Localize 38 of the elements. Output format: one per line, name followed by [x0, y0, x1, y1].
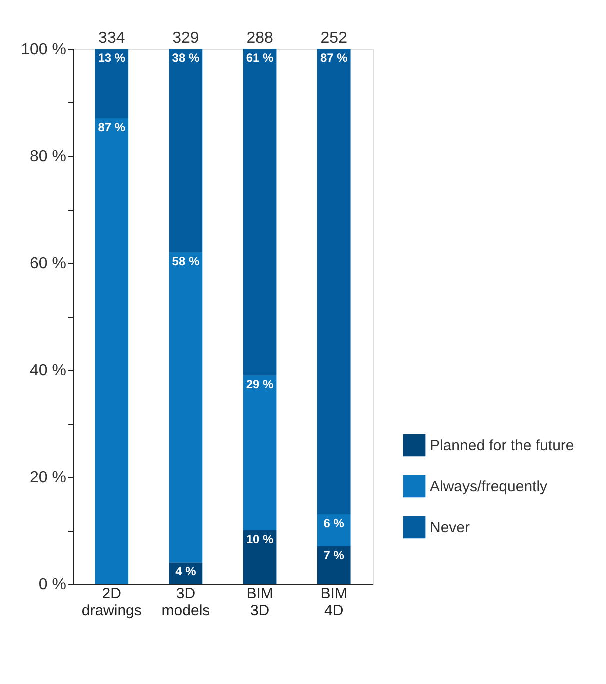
- annotation: 329: [172, 30, 200, 47]
- annotation: 252: [320, 30, 348, 47]
- y-tick-label: 20 %: [30, 470, 66, 486]
- y-tick-label: 100 %: [21, 42, 66, 58]
- data-label: 61 %: [246, 51, 274, 65]
- bar: [317, 49, 351, 514]
- data-label: 13 %: [98, 51, 126, 65]
- legend-label: Always/frequently: [430, 478, 548, 496]
- bar: [95, 49, 129, 119]
- x-tick-label: 2D drawings: [82, 586, 142, 620]
- bar: [169, 49, 203, 252]
- x-tick-label: BIM 4D: [320, 586, 348, 620]
- annotation: 288: [246, 30, 274, 47]
- y-tick-label: 60 %: [30, 256, 66, 272]
- legend-label: Planned for the future: [430, 438, 574, 454]
- y-tick-label: 40 %: [30, 362, 66, 380]
- data-label: 7 %: [324, 548, 345, 563]
- bar: [317, 546, 351, 584]
- data-label: 87 %: [320, 51, 348, 65]
- annotation: 334: [98, 30, 126, 47]
- bar: [317, 514, 351, 547]
- data-label: 58 %: [172, 254, 200, 268]
- bar: [243, 49, 277, 376]
- y-tick-label: 0 %: [38, 576, 66, 594]
- data-label: 4 %: [176, 564, 197, 579]
- bar: [243, 375, 277, 530]
- data-label: 29 %: [246, 377, 274, 392]
- bar: [243, 530, 277, 584]
- data-label: 87 %: [98, 120, 126, 135]
- legend-label: Never: [430, 520, 470, 536]
- data-label: 38 %: [172, 51, 200, 65]
- x-tick-label: BIM 3D: [246, 586, 274, 620]
- bar: [169, 252, 203, 563]
- data-label: 6 %: [324, 516, 345, 530]
- bar: [95, 118, 129, 584]
- data-label: 10 %: [246, 532, 274, 546]
- x-tick-label: 3D models: [162, 586, 210, 620]
- y-tick-label: 80 %: [30, 148, 66, 166]
